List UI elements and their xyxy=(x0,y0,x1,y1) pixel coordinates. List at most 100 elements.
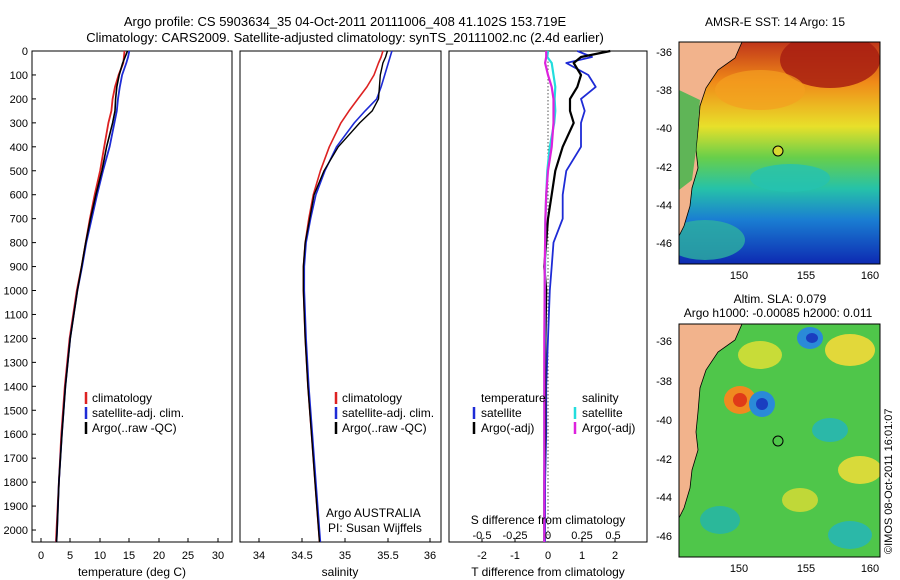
depth-tick-label: 200 xyxy=(10,94,28,106)
s-tick-0-5: 0.5 xyxy=(605,530,620,542)
sal-tick-34: 34 xyxy=(253,550,265,562)
sst-map-image xyxy=(679,42,880,264)
sla-xtick-150: 150 xyxy=(730,563,748,575)
s-tick-0: 0 xyxy=(545,530,551,542)
sst-map-yticks: -36 -38 -40 -42 -44 -46 xyxy=(656,47,672,250)
credit-argo-australia: Argo AUSTRALIA xyxy=(326,506,421,520)
depth-tick-label: 100 xyxy=(10,70,28,82)
depth-tick-label: 500 xyxy=(10,166,28,178)
salinity-argo-raw-qc-line xyxy=(302,50,389,543)
temp-tick-10: 10 xyxy=(94,550,106,562)
sal-legend-satellite: satellite-adj. clim. xyxy=(342,406,434,420)
title-line-1: Argo profile: CS 5903634_35 04-Oct-2011 … xyxy=(124,14,567,29)
difference-legend: temperature satellite Argo(-adj) salinit… xyxy=(472,391,635,435)
sal-tick-35: 35 xyxy=(339,550,351,562)
depth-tick-label: 1500 xyxy=(4,405,28,417)
temperature-legend: climatology satellite-adj. clim. Argo(..… xyxy=(84,391,184,435)
temp-legend-argo: Argo(..raw -QC) xyxy=(92,421,177,435)
salinity-panel: 34 34.5 35 35.5 36 salinity climatology … xyxy=(239,50,442,579)
sal-tick-36: 36 xyxy=(424,550,436,562)
depth-tick-label: 700 xyxy=(10,214,28,226)
sla-ytick-40: -40 xyxy=(656,415,672,427)
argo-location-marker xyxy=(772,145,784,157)
depth-tick-label: 0 xyxy=(22,46,28,58)
sst-ytick-38: -38 xyxy=(656,85,672,97)
temp-legend-satellite: satellite-adj. clim. xyxy=(92,406,184,420)
sst-ytick-36: -36 xyxy=(656,47,672,59)
diff-legend-t-satellite: satellite xyxy=(481,406,522,420)
diff-legend-temperature-title: temperature xyxy=(481,391,546,405)
depth-tick-label: 1800 xyxy=(4,477,28,489)
australia-land-sst xyxy=(679,42,742,236)
sst-ytick-44: -44 xyxy=(656,200,672,212)
depth-tick-label: 1700 xyxy=(4,453,28,465)
salinity-axes-frame xyxy=(239,50,442,543)
difference-temperature-satellite-line xyxy=(544,50,597,542)
sst-xtick-155: 155 xyxy=(797,270,815,282)
depth-tick-label: 800 xyxy=(10,238,28,250)
imos-watermark: ©IMOS 08-Oct-2011 16:01:07 xyxy=(883,409,895,554)
t-tick-1: 1 xyxy=(579,550,585,562)
difference-salinity-argo-adj-line xyxy=(543,51,555,542)
t-tick-m1: -1 xyxy=(510,550,520,562)
temp-tick-20: 20 xyxy=(153,550,165,562)
diff-legend-s-satellite: satellite xyxy=(582,406,623,420)
salinity-xlabel: salinity xyxy=(322,565,359,579)
depth-tick-label: 1300 xyxy=(4,357,28,369)
australia-land-sla xyxy=(679,324,742,518)
depth-tick-label: 1000 xyxy=(4,286,28,298)
title-line-2: Climatology: CARS2009. Satellite-adjuste… xyxy=(86,30,604,45)
temp-tick-30: 30 xyxy=(212,550,224,562)
sla-xtick-160: 160 xyxy=(861,563,879,575)
temp-tick-0: 0 xyxy=(38,550,44,562)
salinity-legend: climatology satellite-adj. clim. Argo(..… xyxy=(334,391,434,435)
sla-map-xticks: 150 155 160 xyxy=(730,563,879,575)
s-tick-0-25: 0.25 xyxy=(571,530,592,542)
temperature-x-ticks: 0 5 10 15 20 25 30 xyxy=(38,538,224,562)
sst-ytick-40: -40 xyxy=(656,123,672,135)
diff-legend-salinity-title: salinity xyxy=(582,391,619,405)
depth-tick-label: 1900 xyxy=(4,501,28,513)
sla-map-yticks: -36 -38 -40 -42 -44 -46 xyxy=(656,336,672,543)
diff-legend-s-argo: Argo(-adj) xyxy=(582,421,635,435)
sal-legend-climatology: climatology xyxy=(342,391,402,405)
temperature-xlabel: temperature (deg C) xyxy=(78,565,186,579)
sla-ytick-38: -38 xyxy=(656,376,672,388)
sla-ytick-36: -36 xyxy=(656,336,672,348)
sst-xtick-160: 160 xyxy=(861,270,879,282)
depth-tick-label: 900 xyxy=(10,262,28,274)
temperature-series xyxy=(55,50,131,543)
s-tick-m0-5: -0.5 xyxy=(473,530,492,542)
diff-legend-t-argo: Argo(-adj) xyxy=(481,421,534,435)
sla-ytick-44: -44 xyxy=(656,492,672,504)
credit-pi: PI: Susan Wijffels xyxy=(328,521,422,535)
argo-location-marker-sla xyxy=(772,435,784,447)
sst-map-panel: AMSR-E SST: 14 Argo: 15 -36 -38 -40 -42 … xyxy=(656,15,881,282)
temp-legend-climatology: climatology xyxy=(92,391,152,405)
t-tick-2: 2 xyxy=(612,550,618,562)
sla-xtick-155: 155 xyxy=(797,563,815,575)
depth-tick-label: 400 xyxy=(10,142,28,154)
sla-ytick-46: -46 xyxy=(656,531,672,543)
depth-tick-label: 2000 xyxy=(4,525,28,537)
difference-panel: temperature satellite Argo(-adj) salinit… xyxy=(448,49,648,579)
t-difference-ticks: -2 -1 0 1 2 xyxy=(477,538,618,562)
s-tick-m0-25: -0.25 xyxy=(502,530,527,542)
temp-tick-5: 5 xyxy=(67,550,73,562)
temperature-panel: 0100200300400500600700800900100011001200… xyxy=(4,46,233,579)
s-difference-label: S difference from climatology xyxy=(471,513,626,527)
sst-ytick-46: -46 xyxy=(656,238,672,250)
depth-tick-label: 300 xyxy=(10,118,28,130)
sal-tick-35-5: 35.5 xyxy=(377,550,398,562)
sst-ytick-42: -42 xyxy=(656,162,672,174)
sal-tick-34-5: 34.5 xyxy=(291,550,312,562)
depth-axis: 0 100 200 300 400 500 600 700 800 900 1000 1100 1200… xyxy=(4,46,36,537)
sst-map-frame xyxy=(678,41,881,265)
temperature-argo-raw-qc-line xyxy=(55,50,129,543)
salinity-x-ticks: 34 34.5 35 35.5 36 xyxy=(253,538,436,562)
t-tick-m2: -2 xyxy=(477,550,487,562)
sla-ytick-42: -42 xyxy=(656,454,672,466)
salinity-series xyxy=(302,50,393,543)
depth-tick-label: 1400 xyxy=(4,381,28,393)
